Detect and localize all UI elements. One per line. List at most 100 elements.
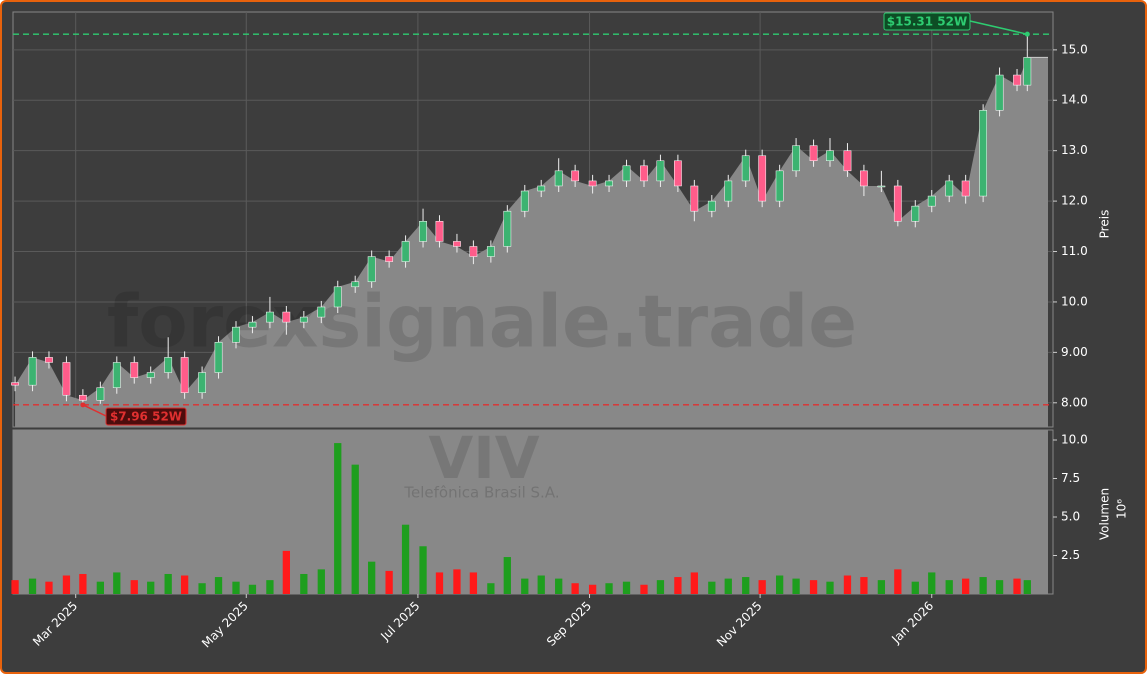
volume-y-tick-label: 10.0	[1061, 433, 1088, 447]
candle-body	[385, 256, 394, 262]
candle-body	[520, 190, 529, 212]
volume-bar	[521, 578, 529, 594]
volume-bar	[605, 583, 613, 594]
volume-bar	[266, 580, 274, 594]
y-tick-label: 12.0	[1061, 194, 1088, 208]
candle-body	[45, 357, 53, 363]
candle-body	[674, 160, 682, 187]
y-tick-label: 15.0	[1061, 42, 1088, 56]
volume-bar	[742, 577, 750, 594]
candle-body	[792, 145, 800, 172]
candle-body	[605, 180, 613, 187]
volume-bar	[962, 578, 970, 594]
volume-bar	[317, 569, 325, 594]
candle-body	[62, 362, 71, 396]
volume-bar	[622, 581, 631, 594]
candle-body	[1023, 57, 1032, 86]
annotation-arrowhead	[80, 402, 86, 408]
volume-bar	[62, 575, 71, 594]
volume-bar	[809, 580, 818, 594]
candle-body	[911, 205, 920, 222]
volume-bar	[351, 464, 359, 594]
volume-bar	[113, 572, 121, 594]
candle-body	[945, 180, 954, 197]
candle-body	[78, 394, 87, 401]
volume-bar	[401, 524, 410, 594]
volume-bar	[385, 570, 393, 594]
candle-body	[640, 165, 648, 182]
candle-body	[469, 246, 478, 257]
volume-y-tick-label: 5.0	[1061, 510, 1080, 524]
candle-body	[11, 382, 19, 386]
volume-bar	[469, 572, 478, 594]
candle-body	[28, 357, 37, 386]
candle-body	[995, 74, 1004, 111]
candle-body	[741, 155, 750, 182]
candle-body	[248, 321, 257, 328]
volume-frame	[12, 429, 1054, 595]
annotation-label: $7.96 52W	[110, 410, 182, 424]
annotation-box	[105, 407, 187, 426]
volume-bar	[724, 578, 732, 594]
volume-bar	[368, 561, 376, 594]
volume-bar	[690, 572, 698, 594]
annotation-arrow	[82, 404, 107, 417]
volume-bar	[537, 575, 545, 594]
candle-body	[979, 110, 988, 197]
candle-body	[453, 241, 461, 247]
volume-bar	[674, 577, 682, 594]
volume-panel	[13, 430, 1048, 594]
volume-scale-label: 10⁶	[1115, 499, 1129, 519]
volume-bar	[571, 583, 579, 594]
volume-bar	[1013, 578, 1021, 594]
candle-body	[860, 170, 868, 187]
candle-body	[656, 160, 665, 182]
volume-bar	[995, 580, 1004, 594]
candle-body	[843, 150, 852, 172]
volume-bar	[860, 577, 868, 594]
volume-bar	[555, 578, 563, 594]
candle-body	[112, 362, 121, 388]
candle-body	[707, 200, 716, 212]
y-tick-label: 14.0	[1061, 93, 1088, 107]
volume-bar	[214, 577, 223, 594]
candle-body	[299, 316, 308, 323]
candle-body	[961, 180, 970, 197]
volume-bar	[45, 581, 53, 594]
candle-body	[333, 286, 342, 308]
candle-body	[96, 387, 105, 401]
volume-bar	[843, 575, 852, 594]
price-area	[15, 57, 1049, 427]
y-tick-label: 8.00	[1061, 395, 1088, 409]
candle-body	[758, 155, 767, 202]
candle-body	[266, 311, 274, 323]
candle-body	[775, 170, 784, 202]
candle-body	[571, 170, 580, 182]
volume-bar	[911, 581, 919, 594]
candle-body	[130, 362, 139, 378]
candle-body	[164, 357, 173, 373]
company-watermark: Telefônica Brasil S.A.	[403, 484, 559, 502]
candle-body	[826, 150, 834, 162]
annotation-arrow	[969, 20, 1028, 35]
candle-body	[146, 372, 155, 378]
candle-body	[503, 210, 512, 247]
volume-bar	[776, 575, 784, 594]
x-tick-label: Mar 2025	[30, 599, 80, 649]
annotation-label: $15.31 52W	[887, 15, 967, 29]
volume-bar	[588, 584, 597, 594]
volume-bar	[435, 572, 444, 594]
volume-bar	[248, 584, 257, 594]
volume-bar	[198, 583, 206, 594]
candle-body	[724, 180, 733, 202]
volume-bar	[419, 546, 427, 594]
x-tick-label: Jan 2026	[888, 599, 936, 647]
x-tick-label: May 2025	[199, 599, 251, 651]
volume-bar	[758, 580, 766, 594]
volume-bar	[656, 580, 665, 594]
candle-body	[537, 185, 546, 192]
volume-bar	[979, 577, 987, 594]
volume-bar	[282, 550, 290, 594]
volume-bar	[1023, 580, 1031, 594]
